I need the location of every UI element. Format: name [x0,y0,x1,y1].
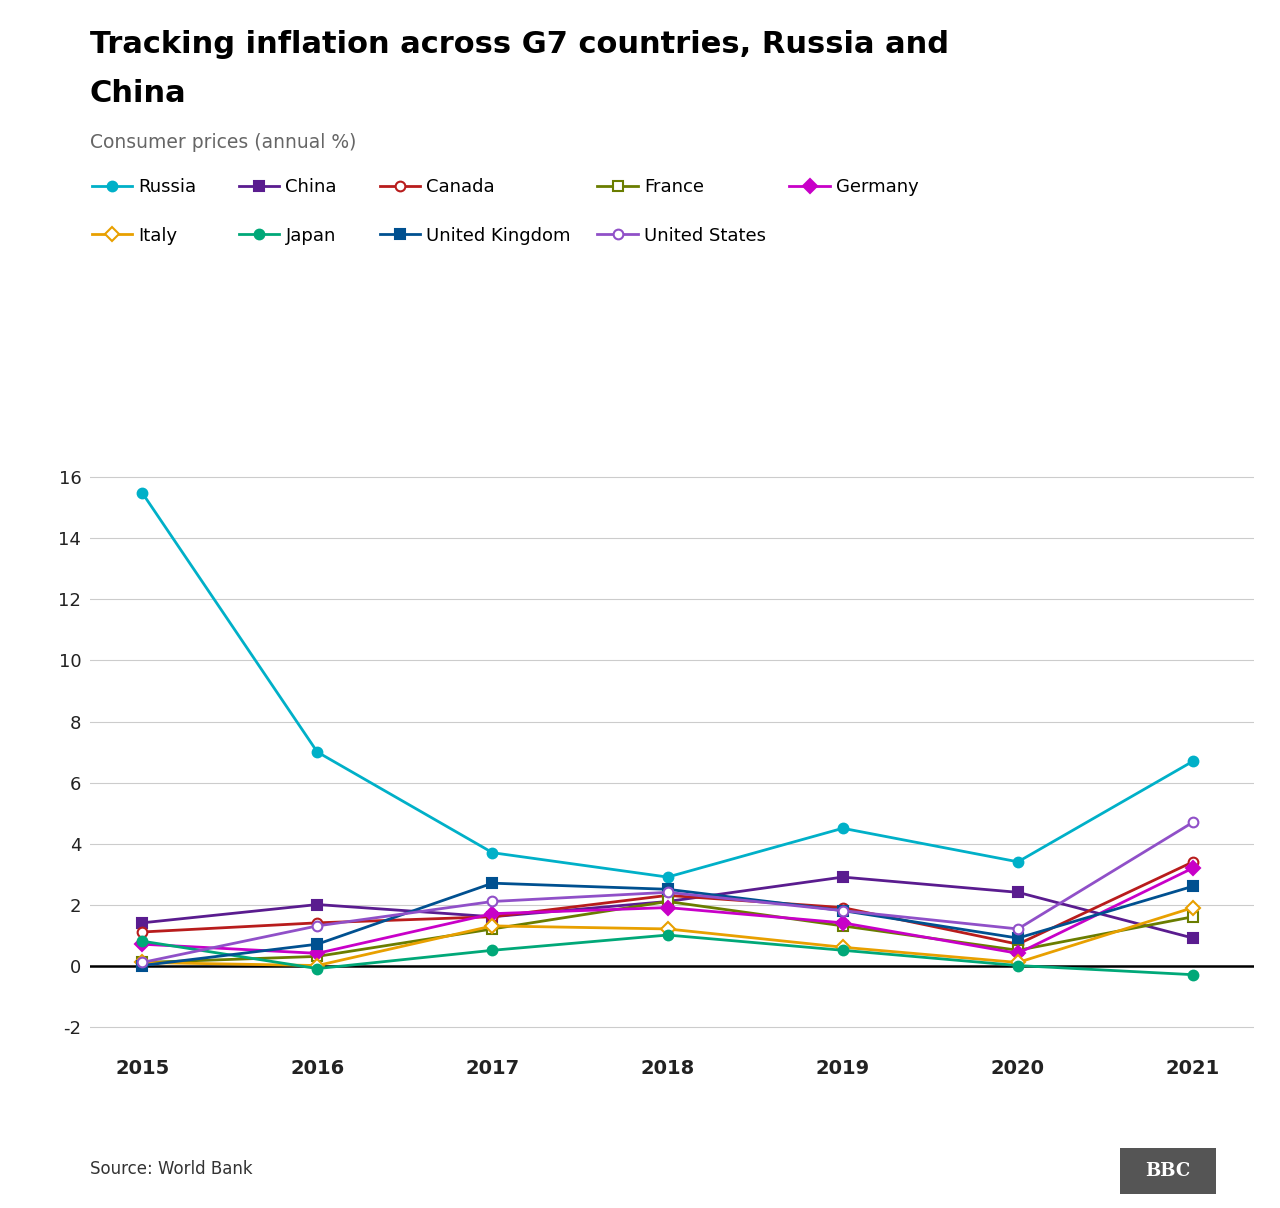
Text: Canada: Canada [426,179,495,196]
Text: Japan: Japan [285,227,335,244]
Text: Italy: Italy [138,227,178,244]
Text: United Kingdom: United Kingdom [426,227,571,244]
Text: Source: World Bank: Source: World Bank [90,1160,252,1178]
Text: Tracking inflation across G7 countries, Russia and: Tracking inflation across G7 countries, … [90,30,948,59]
Text: China: China [285,179,337,196]
Text: Russia: Russia [138,179,196,196]
Text: Germany: Germany [836,179,919,196]
Text: United States: United States [644,227,765,244]
Text: BBC: BBC [1146,1162,1190,1179]
Text: Consumer prices (annual %): Consumer prices (annual %) [90,133,356,152]
Text: France: France [644,179,704,196]
Text: China: China [90,79,186,108]
